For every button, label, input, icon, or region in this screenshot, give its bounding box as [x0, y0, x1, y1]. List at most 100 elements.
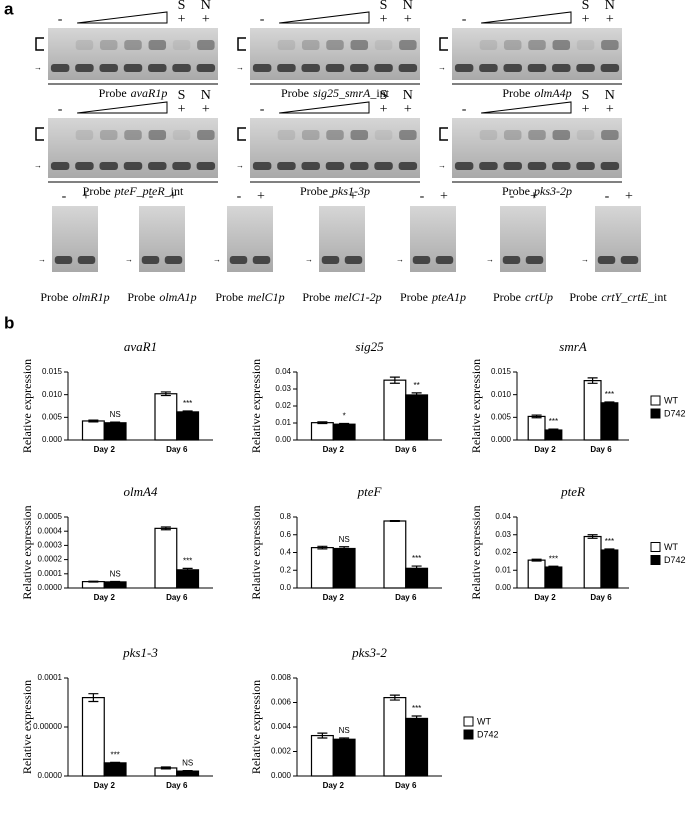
y-tick-label: 0.01: [275, 418, 291, 427]
x-tick-label: Day 6: [590, 445, 612, 454]
gel-band-shifted: [148, 130, 167, 140]
probe-caption: Probe sig25_smrA_int: [281, 86, 390, 100]
error-bar: [411, 565, 422, 572]
lane-mark-n: N: [201, 88, 211, 103]
gel-band-shifted: [601, 40, 619, 50]
error-bar: [110, 421, 121, 425]
x-tick-label: Day 2: [323, 445, 345, 454]
gel-band-shifted: [552, 40, 571, 50]
gel-band: [344, 256, 363, 264]
error-bar: [587, 377, 598, 384]
x-tick-label: Day 2: [94, 781, 116, 790]
gel-band: [527, 64, 547, 72]
gel-band: [75, 64, 94, 72]
x-tick-label: Day 2: [534, 445, 556, 454]
gel-band: [576, 64, 595, 72]
x-tick-label: Day 6: [395, 445, 417, 454]
bar: [154, 393, 178, 441]
gel-band: [325, 64, 345, 72]
significance-label: ***: [412, 554, 421, 563]
probe-caption: Probe pteF_pteR_int: [83, 184, 184, 198]
probe-name: pteA1p: [431, 290, 466, 304]
probe-word: Probe: [569, 290, 597, 304]
y-tick-label: 0.005: [42, 412, 63, 421]
bar: [310, 547, 334, 589]
arrow: →: [236, 63, 244, 72]
error-bar: [531, 558, 542, 562]
gel-band-shifted: [301, 40, 320, 50]
bar: [405, 394, 429, 441]
significance-label: NS: [110, 410, 121, 419]
arrow: →: [34, 63, 42, 72]
lane-mark-s: S: [380, 0, 388, 13]
lane-mark-plus: +: [440, 189, 448, 204]
lane-mark-plus: +: [349, 189, 357, 204]
significance-label: ***: [549, 554, 558, 563]
bar: [600, 402, 619, 441]
gel-band: [374, 64, 393, 72]
probe-name: pks3-2p: [533, 184, 572, 198]
bar: [527, 415, 546, 441]
error-bar: [587, 534, 598, 539]
gel-band: [503, 162, 522, 170]
lane-mark-minus: -: [62, 189, 67, 204]
y-tick-label: 0.000: [42, 435, 63, 444]
y-tick-label: 0.0001: [38, 673, 63, 682]
arrow: →: [305, 255, 313, 264]
gel-band: [600, 64, 620, 72]
probe-caption: Probe pteA1p: [400, 290, 466, 304]
legend-label: D742: [664, 408, 686, 418]
gel-band: [503, 64, 522, 72]
x-tick-label: Day 6: [395, 593, 417, 602]
gel-band: [50, 64, 70, 72]
concentration-wedge: [279, 101, 370, 114]
bar: [176, 569, 200, 589]
lane-mark-n: N: [403, 88, 413, 103]
probe-word: Probe: [493, 290, 521, 304]
probe-word: Probe: [502, 184, 530, 198]
gel-band-shifted: [277, 40, 296, 50]
gel-band: [435, 256, 454, 264]
probe-caption: Probe avaR1p: [99, 86, 168, 100]
probe-caption: Probe melC1-2p: [302, 290, 381, 304]
lane-mark-minus: -: [237, 189, 242, 204]
gel-band-shifted: [576, 130, 595, 140]
lane-mark-n: N: [201, 0, 211, 13]
gel-band: [141, 256, 160, 264]
x-tick-label: Day 2: [534, 593, 556, 602]
y-tick-label: 0.6: [280, 530, 292, 539]
chart-title: pteF: [357, 484, 383, 499]
arrow: →: [125, 255, 133, 264]
y-tick-label: 0.0: [280, 583, 292, 592]
y-tick-label: 0.0000: [38, 583, 63, 592]
lane-mark-plus: +: [380, 12, 388, 27]
gel-band-shifted: [75, 40, 94, 50]
gel-band: [325, 162, 345, 170]
legend-label: D742: [477, 729, 499, 739]
bar: [310, 422, 334, 441]
bar: [544, 566, 563, 589]
lane-mark-minus: -: [462, 102, 467, 117]
y-tick-label: 0.00000: [33, 722, 62, 731]
gel-band: [54, 256, 73, 264]
y-tick-label: 0.0001: [38, 569, 63, 578]
y-tick-label: 0.015: [42, 367, 63, 376]
error-bar: [389, 376, 400, 384]
y-tick-label: 0.03: [495, 530, 511, 539]
bar: [332, 423, 356, 441]
bar: [527, 559, 546, 589]
significance-label: ***: [110, 750, 119, 759]
y-tick-label: 0.000: [271, 771, 292, 780]
probe-name: avaR1p: [131, 86, 168, 100]
gel-band: [123, 64, 143, 72]
gel-image: [452, 28, 622, 80]
bracket: [237, 127, 246, 141]
gel-band: [301, 162, 320, 170]
y-tick-label: 0.010: [42, 390, 63, 399]
gel-band-shifted: [503, 40, 522, 50]
legend-swatch: [463, 716, 474, 727]
legend-swatch: [650, 395, 661, 406]
legend-swatch: [650, 542, 661, 552]
x-tick-label: Day 2: [323, 781, 345, 790]
